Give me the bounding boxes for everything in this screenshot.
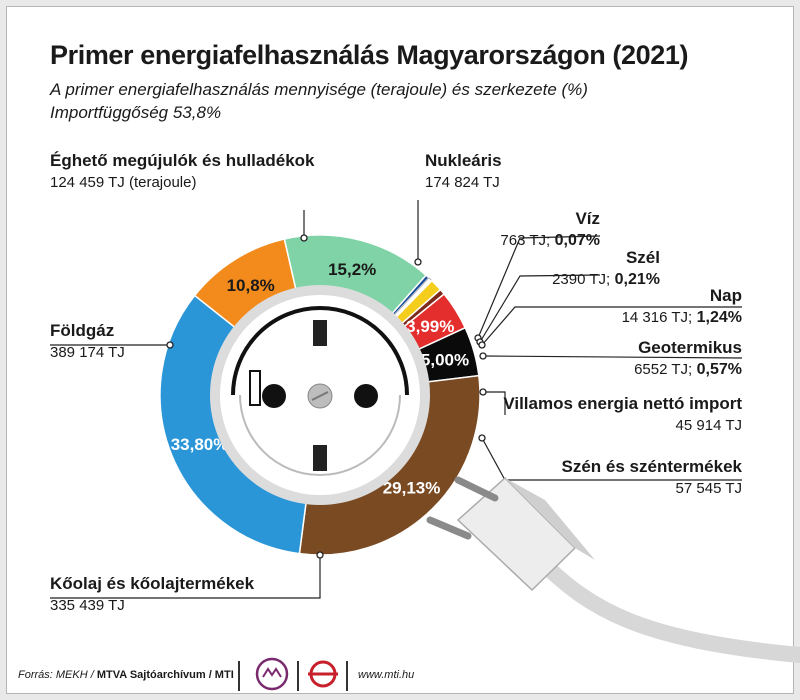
slice-percent-label: 5,00% (421, 350, 469, 369)
label-name: Kőolaj és kőolajtermékek (50, 574, 255, 593)
source-text: Forrás: MEKH / MTVA Sajtóarchívum / MTI (18, 669, 234, 681)
label-name: Nap (709, 286, 742, 305)
leader-line (482, 355, 743, 359)
label-name: Szén és széntermékek (561, 457, 743, 476)
label-value: 389 174 TJ (50, 344, 125, 361)
slice-percent-label: 15,2% (328, 260, 376, 279)
leader-dot (478, 341, 486, 349)
leader-line (50, 555, 321, 599)
label-koolaj-es-koolajtermekek: Kőolaj és kőolajtermékek 335 439 TJ (50, 573, 254, 617)
label-name: Geotermikus (638, 338, 742, 357)
label-szel: Szél 2390 TJ; 0,21% (552, 247, 660, 291)
label-value: 335 439 TJ (50, 597, 125, 614)
leader-dot (479, 388, 487, 396)
label-value: 174 824 TJ (425, 174, 500, 191)
slice-percent-label: 10,8% (227, 276, 275, 295)
plug-icon (426, 476, 800, 663)
label-name: Villamos energia nettó import (503, 394, 742, 413)
slice-percent-label: 33,80% (171, 435, 229, 454)
label-percent: 0,57% (692, 361, 742, 378)
label-percent: 0,21% (610, 271, 660, 288)
import-dependency: Importfüggőség 53,8% (50, 103, 222, 122)
label-percent: 0,07% (550, 232, 600, 249)
label-foldgaz: Földgáz 389 174 TJ (50, 320, 125, 364)
leader-line (477, 235, 601, 339)
website-text: www.mti.hu (358, 669, 415, 681)
subtitle: A primer energiafelhasználás mennyisége … (50, 80, 588, 99)
leader-dot (478, 434, 486, 442)
label-name: Éghető megújulók és hulladékok (50, 151, 315, 170)
label-viz: Víz 763 TJ; 0,07% (500, 208, 600, 252)
label-value: 14 316 TJ; 1,24% (621, 309, 742, 326)
label-name: Szél (625, 248, 660, 267)
label-value: 124 459 TJ (terajoule) (50, 174, 197, 191)
label-value: 6552 TJ; 0,57% (634, 361, 742, 378)
label-percent: 1,24% (692, 309, 742, 326)
label-villamos-energia-netto-import: Villamos energia nettó import 45 914 TJ (503, 393, 742, 437)
leader-dot (316, 551, 324, 559)
label-geotermikus: Geotermikus 6552 TJ; 0,57% (634, 337, 742, 381)
socket-icon (210, 285, 430, 505)
label-value: 2390 TJ; 0,21% (552, 271, 660, 288)
leader-dot (414, 258, 422, 266)
label-nap: Nap 14 316 TJ; 1,24% (622, 285, 742, 329)
label-value: 57 545 TJ (675, 480, 742, 497)
label-value: 763 TJ; 0,07% (500, 232, 600, 249)
slice-percent-label: 3,99% (406, 317, 454, 336)
leader-line (483, 391, 506, 415)
mtva-logo-icon (255, 657, 289, 691)
footer-divider (346, 661, 348, 691)
footer-divider (297, 661, 299, 691)
leader-dot (479, 352, 487, 360)
label-name: Víz (575, 209, 600, 228)
label-egheto-megujulok-es-hulladekok: Éghető megújulók és hulladékok 124 459 TJ… (50, 150, 315, 194)
label-value: 45 914 TJ (675, 417, 742, 434)
leader-line (479, 274, 601, 343)
page-title: Primer energiafelhasználás Magyarországo… (50, 40, 689, 70)
label-name: Nukleáris (425, 151, 502, 170)
mti-logo-icon (308, 660, 338, 688)
leader-dot (166, 341, 174, 349)
leader-dot (300, 234, 308, 242)
footer-divider (238, 661, 240, 691)
leader-line (481, 306, 742, 346)
label-name: Földgáz (50, 321, 115, 340)
label-nuklearis: Nukleáris 174 824 TJ (425, 150, 502, 194)
label-szen-es-szentermekek: Szén és széntermékek 57 545 TJ (562, 456, 743, 500)
slice-percent-label: 29,13% (383, 478, 441, 497)
footer: Forrás: MEKH / MTVA Sajtóarchívum / MTI … (0, 655, 800, 695)
